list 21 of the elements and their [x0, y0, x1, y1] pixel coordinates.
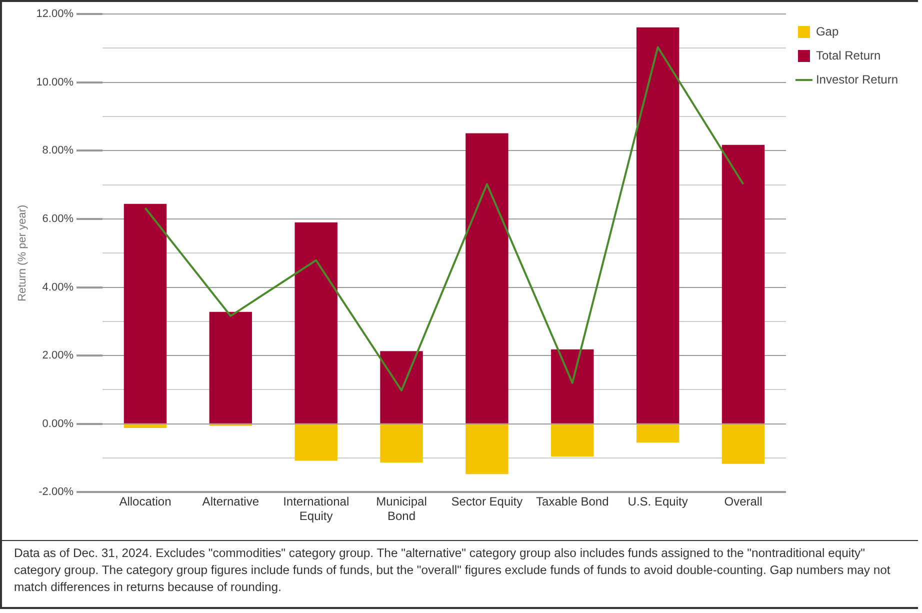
- x-tick-label: Overall: [724, 494, 762, 509]
- text: Data as of Dec. 31, 2024. Excludes "commodities" category group. The "alternative" category group also includes funds assigned to the "nontraditional equity" category group. The category group figures include funds of funds, but the "overall" figures exclude funds of funds to avoid double-counting. Gap numbers may not match differences in returns because of rounding.: [14, 545, 892, 596]
- y-axis-title: Return (% per year): [16, 204, 29, 302]
- legend-label: Investor Return: [816, 72, 898, 86]
- y-tick-label: 4.00%: [42, 281, 74, 294]
- y-tick-label: 0.00%: [42, 418, 74, 430]
- y-tick-label: 2.00%: [42, 350, 74, 362]
- y-tick-label: 12.00%: [36, 8, 74, 20]
- x-tick-label: U.S. Equity: [628, 494, 688, 509]
- y-tick-label: 10.00%: [36, 76, 74, 88]
- x-tick-label: Sector Equity: [451, 494, 523, 509]
- x-tick-label: Allocation: [119, 494, 172, 509]
- legend-label: Total Return: [816, 48, 881, 62]
- y-tick-label: 6.00%: [42, 212, 74, 225]
- x-tick-label: International Equity: [283, 494, 350, 524]
- x-tick-label: Taxable Bond: [536, 494, 609, 509]
- x-tick-label: Alternative: [202, 494, 260, 509]
- legend-label: Gap: [816, 24, 839, 38]
- y-tick-label: -2.00%: [38, 486, 74, 498]
- y-tick-label: 8.00%: [42, 144, 74, 157]
- x-tick-label: Municipal Bond: [376, 494, 427, 524]
